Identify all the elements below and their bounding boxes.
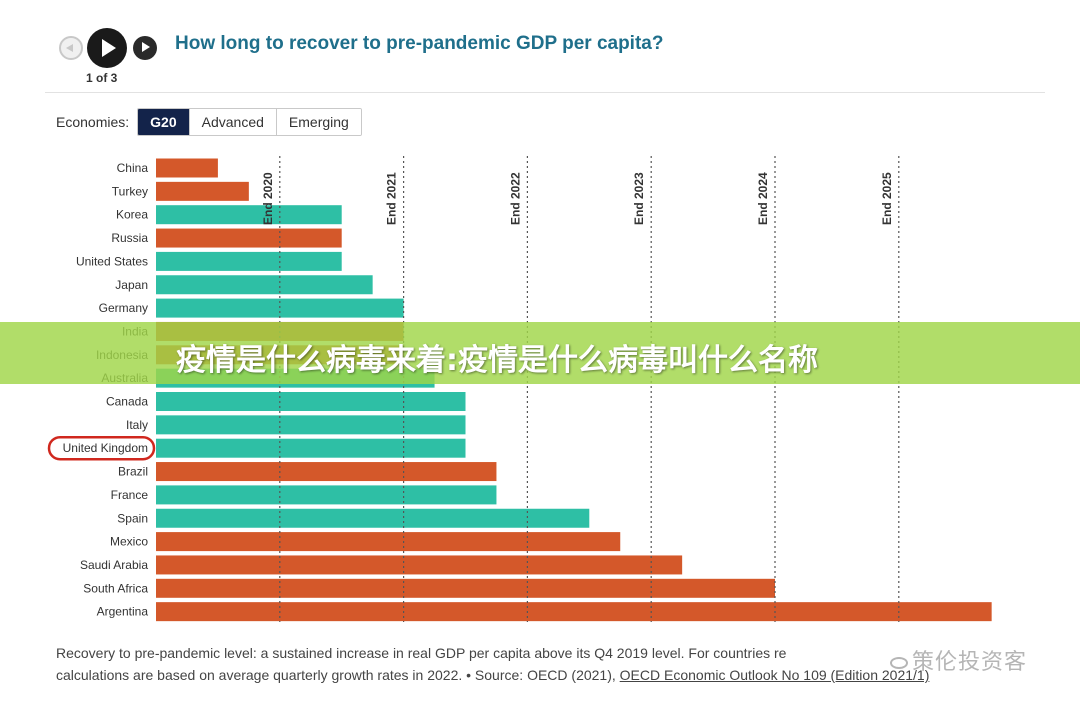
economies-label: Economies:	[56, 114, 130, 130]
chart-title: How long to recover to pre-pandemic GDP …	[175, 33, 664, 54]
divider	[45, 92, 1045, 93]
category-label: United States	[76, 254, 148, 268]
bar	[156, 555, 683, 575]
bar	[156, 578, 775, 598]
bar	[156, 228, 342, 248]
reference-line-label: End 2020	[261, 172, 275, 225]
footnote-line-2: calculations are based on average quarte…	[56, 664, 1036, 686]
watermark: 策伦投资客	[890, 644, 1027, 676]
category-label: Japan	[115, 278, 148, 292]
category-label: Turkey	[112, 184, 148, 198]
category-label: China	[117, 161, 149, 175]
watermark-icon	[890, 657, 908, 669]
slide-counter: 1 of 3	[86, 71, 118, 85]
highlight-outline	[47, 435, 156, 461]
category-label: Korea	[116, 208, 148, 222]
category-label: United Kingdom	[63, 441, 148, 455]
bar	[156, 438, 466, 458]
slide-navigation: 1 of 3	[56, 26, 166, 88]
play-icon[interactable]	[87, 28, 127, 68]
bar	[156, 275, 373, 295]
footnote-source-link[interactable]: OECD Economic Outlook No 109 (Edition 20…	[619, 667, 930, 683]
bar	[156, 462, 497, 482]
previous-arrow-icon[interactable]	[59, 36, 83, 60]
reference-line-label: End 2023	[632, 172, 646, 225]
bar	[156, 298, 404, 318]
reference-line-label: End 2025	[880, 172, 894, 225]
recovery-bar-chart: China Turkey Korea Russia United States Japan…	[47, 156, 992, 622]
footnote: Recovery to pre-pandemic level: a sustai…	[56, 642, 1036, 686]
category-label: Brazil	[118, 465, 148, 479]
bar	[156, 508, 590, 528]
category-label: France	[111, 488, 149, 502]
economies-option-advanced[interactable]: Advanced	[188, 109, 276, 135]
footnote-source-text: calculations are based on average quarte…	[56, 667, 620, 683]
bar	[156, 602, 992, 622]
reference-line-label: End 2021	[385, 172, 399, 225]
overlay-banner-text: 疫情是什么病毒来着:疫情是什么病毒叫什么名称	[176, 343, 818, 378]
bar	[156, 532, 621, 552]
category-label: Argentina	[97, 605, 149, 619]
reference-line-label: End 2022	[508, 172, 522, 225]
economies-segmented-control: G20 Advanced Emerging	[137, 108, 362, 136]
reference-line-label: End 2024	[756, 172, 770, 225]
bar	[156, 158, 218, 178]
overlay-banner	[0, 322, 1080, 384]
economies-option-emerging[interactable]: Emerging	[275, 109, 361, 135]
economies-filter: Economies: G20 Advanced Emerging	[56, 108, 362, 136]
category-label: Saudi Arabia	[80, 558, 148, 572]
footnote-line-1: Recovery to pre-pandemic level: a sustai…	[56, 645, 787, 661]
bar	[156, 205, 342, 225]
bar	[156, 485, 497, 505]
category-label: Spain	[117, 511, 148, 525]
category-label: Canada	[106, 395, 148, 409]
category-label: Italy	[126, 418, 148, 432]
category-label: Russia	[111, 231, 148, 245]
category-label: Germany	[99, 301, 148, 315]
bar	[156, 181, 249, 201]
bar	[156, 415, 466, 435]
watermark-text: 策伦投资客	[912, 650, 1028, 675]
next-arrow-icon[interactable]	[133, 36, 157, 60]
bar	[156, 251, 342, 271]
category-label: Mexico	[110, 535, 148, 549]
economies-option-g20[interactable]: G20	[138, 109, 189, 135]
category-label: South Africa	[83, 581, 148, 595]
bar	[156, 392, 466, 411]
